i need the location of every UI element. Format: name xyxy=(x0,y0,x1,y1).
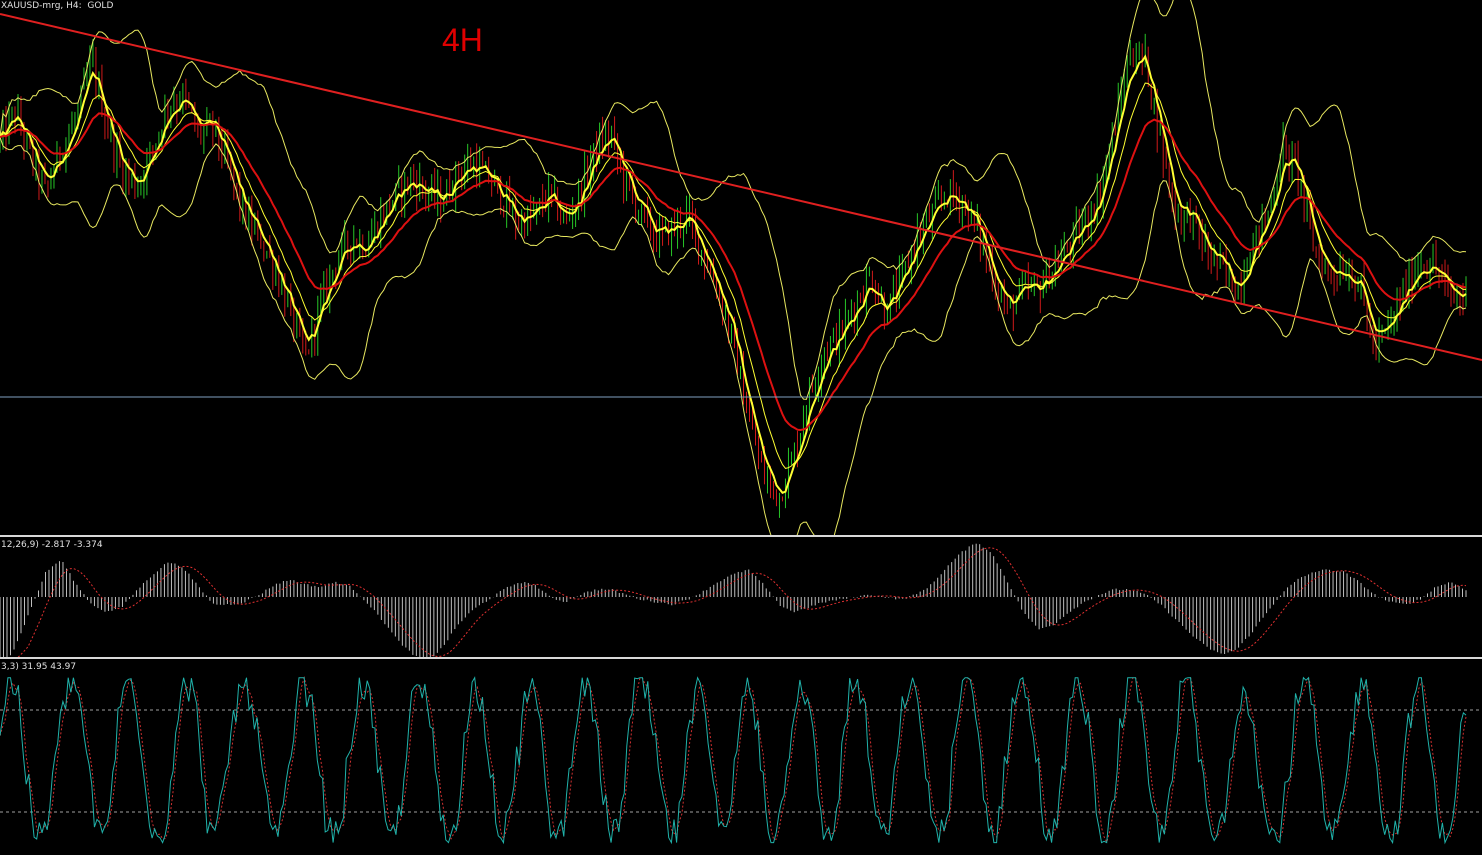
stochastic-signal-line xyxy=(0,675,1467,844)
stochastic-main-line xyxy=(0,676,1467,845)
price-chart[interactable] xyxy=(0,0,1482,535)
symbol-label: XAUUSD-mrg, H4: GOLD xyxy=(1,1,114,11)
fast-ma-line xyxy=(0,54,1467,495)
price-chart-pane[interactable]: XAUUSD-mrg, H4: GOLD 4H xyxy=(0,0,1482,535)
trendline xyxy=(0,13,1482,361)
stochastic-chart[interactable] xyxy=(0,661,1482,855)
lower-band-line xyxy=(0,136,1467,535)
upper-band-line xyxy=(0,0,1467,400)
price-bars xyxy=(0,33,1467,518)
macd-label: 12,26,9) -2.817 -3.374 xyxy=(1,540,103,550)
stochastic-pane[interactable]: 3,3) 31.95 43.97 xyxy=(0,661,1482,855)
slow-ma-line xyxy=(0,112,1467,432)
pane-separator[interactable] xyxy=(0,535,1482,537)
stochastic-label: 3,3) 31.95 43.97 xyxy=(1,662,77,672)
mid-ma-line xyxy=(0,82,1466,469)
macd-signal-line xyxy=(17,547,1467,657)
macd-histogram xyxy=(0,543,1467,657)
timeframe-annotation: 4H xyxy=(442,22,483,58)
macd-chart[interactable] xyxy=(0,539,1482,657)
pane-separator[interactable] xyxy=(0,657,1482,659)
macd-pane[interactable]: 12,26,9) -2.817 -3.374 xyxy=(0,539,1482,657)
